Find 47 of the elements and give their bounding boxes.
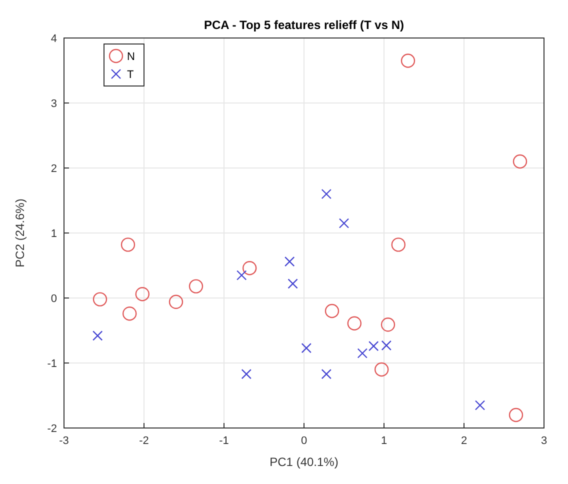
point xyxy=(324,304,340,318)
point xyxy=(242,261,257,276)
point xyxy=(508,408,524,422)
x-axis-title: PC1 (40.1%) xyxy=(270,455,338,469)
point xyxy=(374,362,389,377)
point xyxy=(288,278,298,289)
point xyxy=(321,368,332,380)
point xyxy=(512,154,528,169)
point xyxy=(381,340,392,351)
point xyxy=(338,218,350,228)
x-tick-label: 3 xyxy=(540,435,548,447)
y-tick-label: 4 xyxy=(50,33,57,45)
x-tick-label: -1 xyxy=(219,435,229,447)
point xyxy=(391,238,406,252)
chart-title: PCA - Top 5 features relieff (T vs N) xyxy=(204,18,404,32)
point xyxy=(347,316,362,330)
x-tick-label: 2 xyxy=(460,435,468,447)
point xyxy=(135,287,150,302)
point xyxy=(92,292,108,306)
point xyxy=(188,279,204,294)
point xyxy=(120,238,136,252)
point xyxy=(357,348,368,358)
x-tick-label: -3 xyxy=(59,435,69,447)
legend-label: T xyxy=(127,69,134,81)
point xyxy=(321,188,332,200)
point xyxy=(400,54,416,68)
point xyxy=(284,256,295,267)
point xyxy=(122,306,137,321)
y-tick-label: -2 xyxy=(47,423,57,435)
legend-label: N xyxy=(127,51,135,63)
y-tick-label: 1 xyxy=(50,228,57,240)
point xyxy=(380,318,396,332)
x-tick-label: 1 xyxy=(380,435,388,447)
y-tick-label: -1 xyxy=(47,358,57,370)
point xyxy=(241,368,252,380)
y-tick-label: 0 xyxy=(50,293,57,305)
y-tick-label: 3 xyxy=(50,98,57,110)
y-axis-title: PC2 (24.6%) xyxy=(13,198,27,268)
x-tick-label: -2 xyxy=(139,435,149,447)
point xyxy=(236,270,247,280)
point xyxy=(301,342,312,354)
point xyxy=(168,294,184,309)
point xyxy=(92,330,103,341)
y-tick-label: 2 xyxy=(50,163,57,175)
point xyxy=(368,341,379,352)
x-tick-label: 0 xyxy=(300,435,308,447)
point xyxy=(474,400,486,410)
